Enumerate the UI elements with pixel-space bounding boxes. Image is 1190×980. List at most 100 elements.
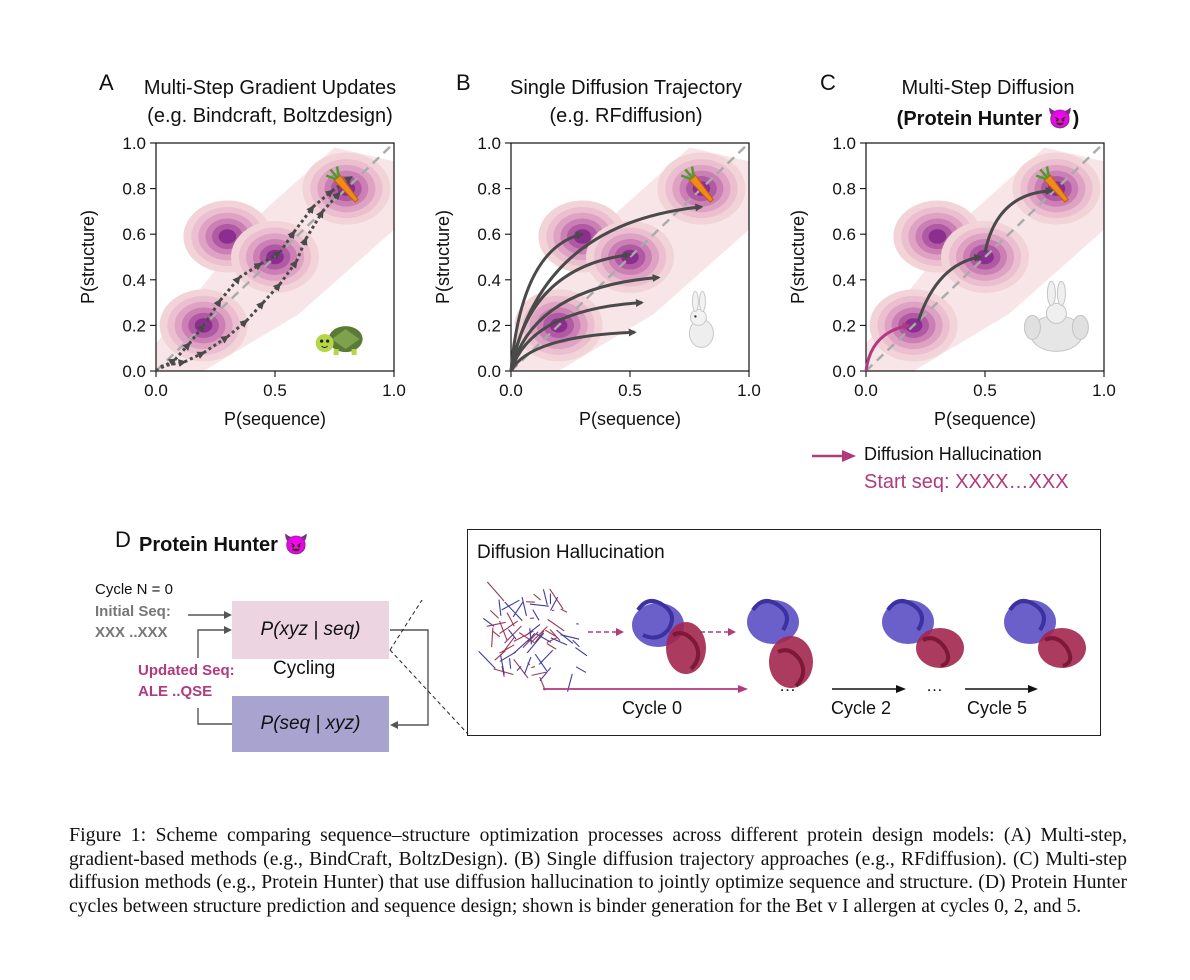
coil-segment bbox=[522, 631, 539, 649]
panel-c-title-line1: Multi-Step Diffusion bbox=[901, 77, 1075, 99]
coil-segment bbox=[492, 630, 501, 638]
diagonal-line bbox=[865, 142, 1105, 372]
coil-segment bbox=[575, 666, 587, 673]
gradient-step-arrow bbox=[259, 251, 282, 266]
coil-segment bbox=[529, 628, 532, 645]
y-tick-label: 1.0 bbox=[477, 134, 501, 153]
x-tick-label: 0.0 bbox=[144, 381, 168, 400]
coil-segment bbox=[499, 620, 508, 641]
gradient-step-arrow bbox=[261, 282, 282, 304]
cycle-5-label: Cycle 5 bbox=[967, 698, 1028, 718]
coil-segment bbox=[572, 639, 580, 648]
coil-segment bbox=[547, 618, 565, 632]
density-level-1-5 bbox=[218, 229, 237, 244]
coil-segment bbox=[499, 637, 515, 657]
y-tick-label: 1.0 bbox=[122, 134, 146, 153]
cycle-n-label: Cycle N = 0 bbox=[95, 581, 173, 598]
hallucination-start-arrow bbox=[864, 322, 911, 372]
gradient-step-arrow bbox=[292, 205, 315, 233]
panel-b-letter: B bbox=[456, 70, 471, 95]
gradient-step-arrow bbox=[278, 259, 298, 286]
coil-segment bbox=[478, 650, 496, 669]
figure-caption-text: Scheme comparing sequence–structure opti… bbox=[69, 825, 1128, 917]
chart-panel-a: 0.0 0.5 1.0 0.0 0.2 0.4 0.6 0.8 1.0 P(sequence) P(… bbox=[78, 134, 406, 429]
y-tick-label: 0.2 bbox=[477, 316, 501, 335]
coil-segment bbox=[508, 629, 517, 640]
y-axis-label: P(structure) bbox=[78, 210, 98, 304]
coil-segment bbox=[529, 603, 549, 607]
diffusion-trajectory-arrow bbox=[509, 231, 585, 372]
random-coil-structure bbox=[478, 581, 588, 692]
coil-segment bbox=[504, 601, 523, 622]
coil-segment bbox=[499, 651, 517, 662]
y-tick-label: 0.0 bbox=[477, 362, 501, 381]
y-tick-label: 0.0 bbox=[122, 362, 146, 381]
y-tick-label: 0.8 bbox=[832, 180, 856, 199]
diagonal-line bbox=[510, 142, 750, 372]
panel-d-title: Protein Hunter 😈 bbox=[139, 534, 309, 556]
diffusion-trajectory-arrow bbox=[509, 328, 637, 372]
gradient-step-arrow bbox=[295, 236, 308, 263]
legend-arrow-icon bbox=[812, 450, 856, 462]
coil-segment bbox=[531, 671, 548, 676]
updated-seq-value: ALE ..QSE bbox=[138, 683, 213, 700]
coil-segment bbox=[549, 628, 561, 641]
gradient-step-arrow bbox=[304, 209, 324, 240]
coil-segment bbox=[501, 599, 520, 611]
y-tick-label: 0.4 bbox=[832, 271, 856, 290]
diffusion-trajectory-arrow bbox=[509, 298, 644, 372]
ellipsis-1: … bbox=[779, 676, 796, 695]
panel-d-letter: D bbox=[115, 527, 131, 552]
gradient-step-arrow bbox=[202, 298, 222, 327]
gradient-step-arrow bbox=[219, 275, 241, 302]
panel-a-title-line1: Multi-Step Gradient Updates bbox=[143, 77, 397, 99]
y-tick-label: 0.8 bbox=[122, 180, 146, 199]
protein-structure-cycle0b bbox=[747, 599, 813, 688]
x-tick-label: 0.5 bbox=[973, 381, 997, 400]
cycling-label: Cycling bbox=[273, 658, 336, 679]
coil-segment bbox=[486, 621, 506, 627]
protein-structure-cycle0a bbox=[632, 599, 706, 674]
y-tick-label: 0.2 bbox=[832, 316, 856, 335]
gradient-step-arrow bbox=[226, 319, 248, 338]
gradient-step-arrow bbox=[321, 191, 341, 213]
chart-panel-c: 0.0 0.5 1.0 0.0 0.2 0.4 0.6 0.8 1.0 P(sequence) P(… bbox=[788, 134, 1116, 429]
coil-segment bbox=[575, 647, 588, 657]
coil-segment bbox=[499, 620, 519, 634]
coil-segment bbox=[546, 643, 557, 650]
gradient-step-arrow bbox=[160, 359, 187, 368]
structure-prediction-box: P(xyz | seq) bbox=[232, 601, 389, 659]
diffusion-trajectory-arrow bbox=[509, 273, 661, 372]
coil-segment bbox=[534, 653, 548, 672]
gradient-step-arrow bbox=[278, 230, 296, 254]
coil-segment bbox=[534, 630, 545, 643]
rabbit-icon bbox=[688, 290, 714, 348]
density-level-1-5 bbox=[928, 229, 947, 244]
sequence-design-label: P(seq | xyz) bbox=[260, 713, 361, 734]
initial-seq-label: Initial Seq: bbox=[95, 603, 171, 620]
coil-segment bbox=[513, 658, 529, 679]
coil-segment bbox=[545, 629, 556, 637]
y-axis-label: P(structure) bbox=[433, 210, 453, 304]
coil-segment bbox=[489, 609, 499, 619]
y-tick-label: 0.6 bbox=[832, 225, 856, 244]
gradient-step-arrow bbox=[312, 189, 334, 208]
cycle-connectors bbox=[188, 600, 469, 735]
x-tick-label: 1.0 bbox=[737, 381, 761, 400]
multi-step-arrow bbox=[983, 187, 1054, 253]
x-tick-label: 1.0 bbox=[1092, 381, 1116, 400]
coil-segment bbox=[539, 667, 552, 682]
coil-segment bbox=[512, 601, 524, 618]
multi-step-arrow bbox=[916, 254, 983, 322]
chart-panel-b: 0.0 0.5 1.0 0.0 0.2 0.4 0.6 0.8 1.0 P(sequence) P(… bbox=[433, 134, 761, 429]
cycle-2-label: Cycle 2 bbox=[831, 698, 892, 718]
y-tick-label: 0.6 bbox=[477, 225, 501, 244]
coil-segment bbox=[533, 593, 542, 601]
sequence-design-box: P(seq | xyz) bbox=[232, 696, 389, 752]
coil-segment bbox=[532, 609, 540, 621]
structure-prediction-label: P(xyz | seq) bbox=[260, 619, 361, 640]
coil-segment bbox=[508, 658, 512, 669]
y-tick-label: 1.0 bbox=[832, 134, 856, 153]
x-axis-label: P(sequence) bbox=[224, 409, 326, 429]
coil-segment bbox=[486, 581, 505, 602]
